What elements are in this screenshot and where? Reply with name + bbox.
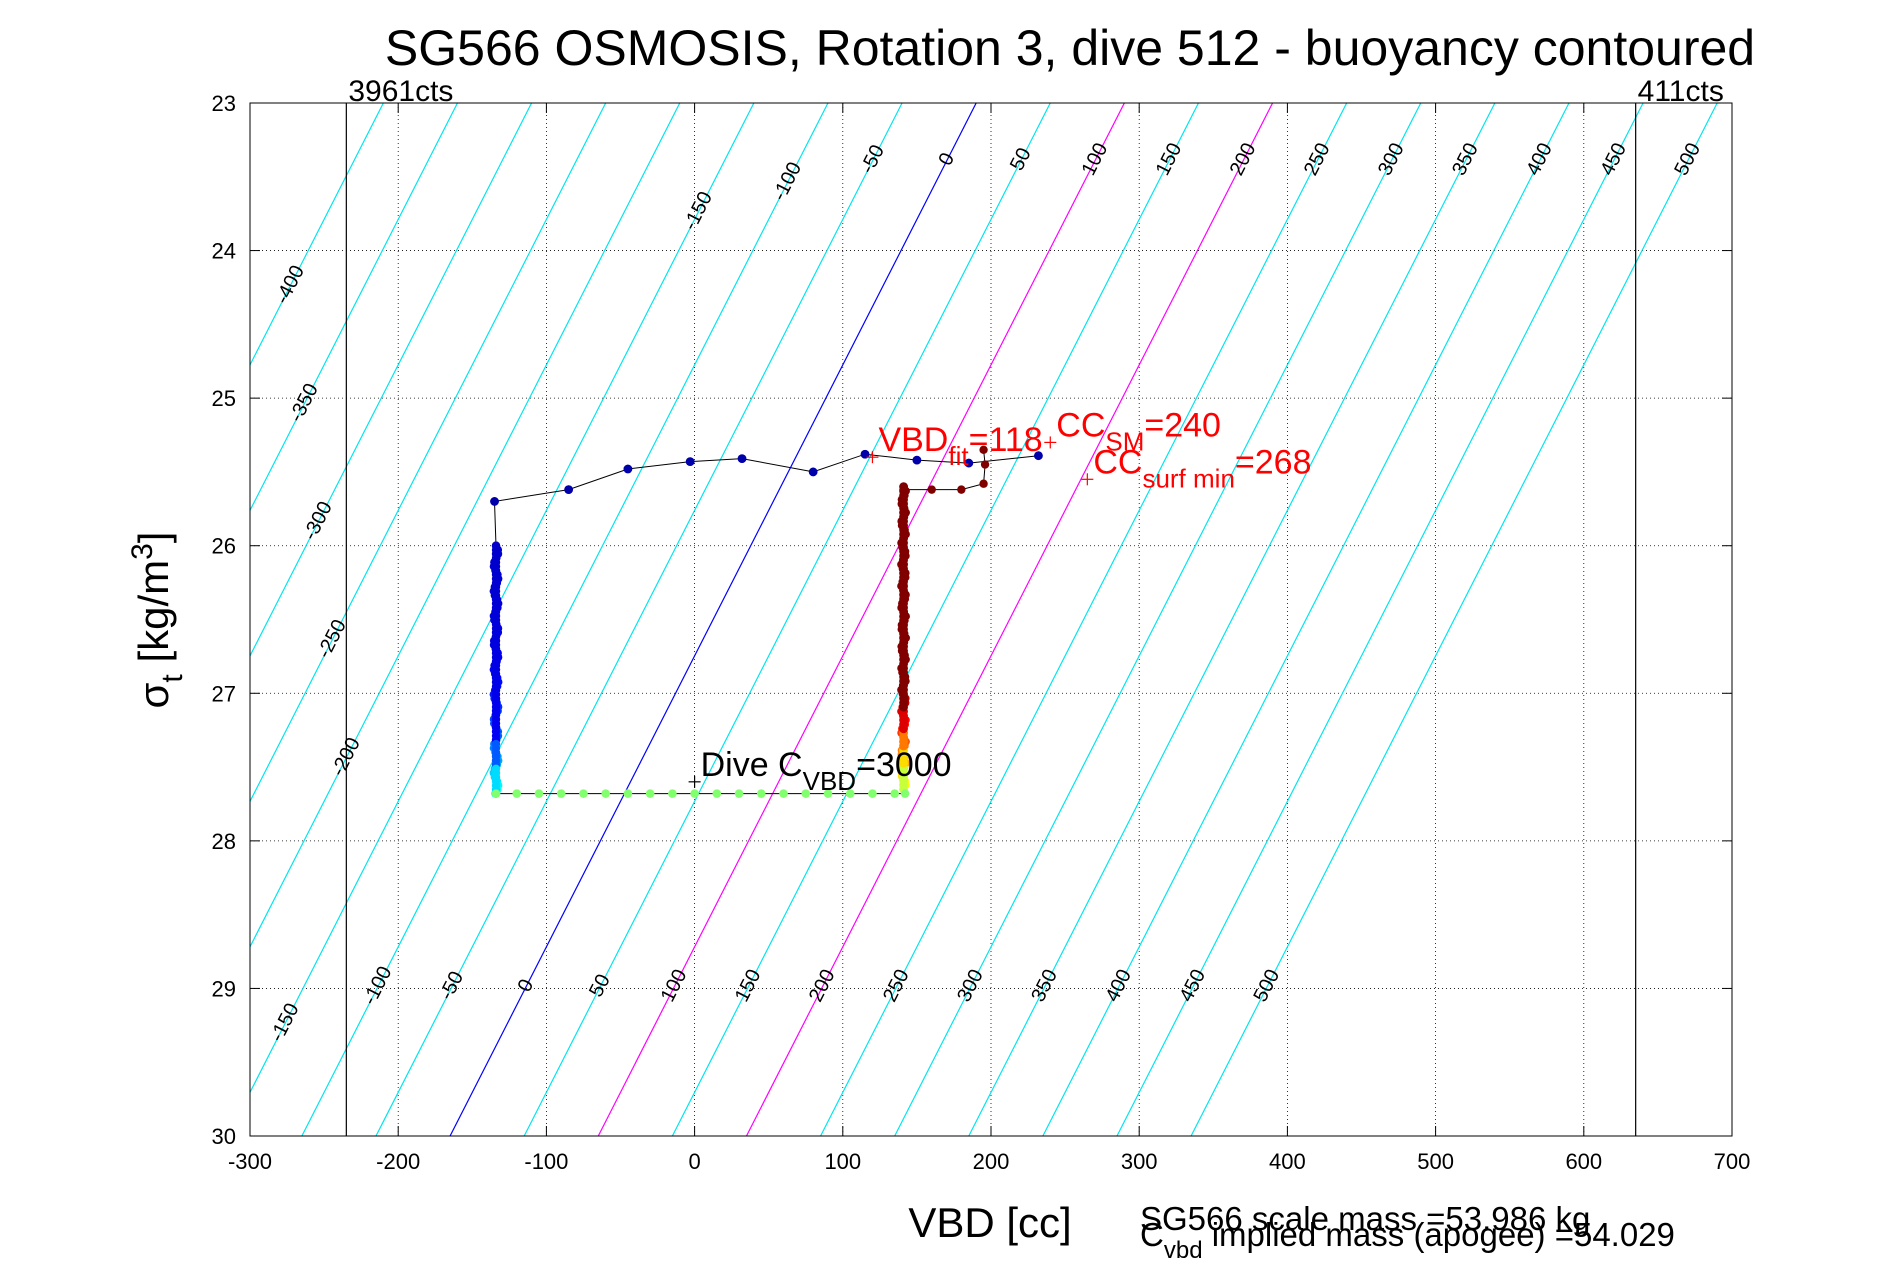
x-tick-label: 500 <box>1417 1149 1454 1174</box>
x-axis-label: VBD [cc] <box>908 1199 1071 1246</box>
dive-point <box>927 485 936 494</box>
dive-point <box>957 485 966 494</box>
implied-mass-c: C <box>1140 1216 1164 1253</box>
contour-line <box>523 103 1051 1136</box>
dive-point <box>979 445 988 454</box>
y-label-sigma: σ <box>130 682 177 708</box>
contour-line <box>894 103 1422 1136</box>
contour-line <box>597 103 1125 1136</box>
x-tick-label: 0 <box>688 1149 700 1174</box>
bottom-point <box>690 789 699 798</box>
surface-point <box>808 467 818 477</box>
surface-point <box>912 455 922 465</box>
contour-line <box>250 103 533 658</box>
x-tick-label: 700 <box>1714 1149 1751 1174</box>
y-tick-label: 23 <box>212 91 236 116</box>
contour-line <box>250 103 384 367</box>
bottom-point <box>823 789 833 798</box>
surface-point <box>737 454 747 464</box>
bottom-point <box>801 789 810 798</box>
dive-series <box>489 445 1043 798</box>
surface-point <box>860 449 870 459</box>
x-tick-label: -300 <box>228 1149 272 1174</box>
contour-line <box>449 103 977 1136</box>
bottom-point <box>557 789 566 798</box>
bottom-point <box>601 789 610 798</box>
surface-point <box>964 458 974 468</box>
contour-line <box>968 103 1496 1136</box>
chart-title: SG566 OSMOSIS, Rotation 3, dive 512 - bu… <box>385 20 1755 76</box>
y-tick-label: 29 <box>212 976 236 1001</box>
bottom-point <box>623 789 633 798</box>
y-tick-label: 28 <box>212 829 236 854</box>
x-tick-label: 600 <box>1565 1149 1602 1174</box>
bottom-point <box>846 789 855 798</box>
y-label-sub: t <box>156 674 189 683</box>
surface-point <box>1034 451 1043 461</box>
bottom-point <box>534 789 544 798</box>
y-label-units: [kg/m <box>130 560 177 674</box>
bottom-point <box>779 789 788 798</box>
y-tick-label: 25 <box>212 386 236 411</box>
contour-line <box>820 103 1348 1136</box>
axis-ticks: -300 -200 -100 0 100 200 300 400 500 600 700 23 24 25… <box>212 91 1751 1174</box>
bottom-point <box>900 789 910 798</box>
dive-point <box>980 460 990 469</box>
scale-mass-text: SG566 scale mass =53.986 kg <box>1140 1200 1590 1237</box>
contour-line <box>1116 103 1644 1136</box>
y-axis-label: σt [kg/m3] <box>126 532 189 709</box>
implied-mass-rest: implied mass (apogee) =54.029 <box>1203 1216 1675 1253</box>
dive-point <box>979 479 988 488</box>
surface-point <box>623 464 633 474</box>
implied-mass-sub: vbd <box>1164 1237 1203 1262</box>
bottom-point <box>645 789 655 798</box>
annotation-dive_cvbd: Dive CVBD=3000 <box>701 746 952 796</box>
y-label-close: ] <box>130 532 177 544</box>
y-tick-label: 27 <box>212 681 236 706</box>
contour-line <box>250 103 681 949</box>
x-tick-label: 400 <box>1269 1149 1306 1174</box>
contour-line <box>1042 103 1570 1136</box>
bottom-point <box>712 789 722 798</box>
y-label-sup: 3 <box>126 543 159 560</box>
contour-line <box>671 103 1200 1136</box>
annotation-cc_surf: CCsurf min=268 <box>1093 443 1311 493</box>
contour-line <box>250 103 459 512</box>
grid <box>250 103 1732 1136</box>
contour-line <box>1190 103 1718 1136</box>
ascent-point <box>899 482 908 492</box>
annotation-vbd_fit: VBDfit=118 <box>878 421 1042 471</box>
bottom-point <box>491 789 501 798</box>
bottom-point <box>734 789 744 798</box>
bottom-point <box>512 789 521 798</box>
contour-line <box>745 103 1274 1136</box>
surface-point <box>490 497 499 506</box>
x-tick-label: 200 <box>973 1149 1010 1174</box>
x-tick-label: 300 <box>1121 1149 1158 1174</box>
contour-line <box>301 103 829 1136</box>
x-tick-label: -200 <box>376 1149 420 1174</box>
x-tick-label: -100 <box>524 1149 568 1174</box>
bottom-point <box>868 789 877 798</box>
bottom-point <box>757 789 766 798</box>
bottom-point <box>668 789 677 798</box>
contour-line <box>375 103 903 1136</box>
surface-point <box>564 485 574 495</box>
surface-point <box>685 457 695 466</box>
bottom-point <box>579 789 588 798</box>
x-tick-label: 100 <box>824 1149 861 1174</box>
bottom-point <box>890 789 899 798</box>
buoyancy-contours <box>250 103 1718 1136</box>
annotation-cc_sm: CCSM=240 <box>1056 406 1221 456</box>
contour-line <box>250 103 607 803</box>
y-tick-label: 24 <box>212 239 236 264</box>
implied-mass-text: Cvbd implied mass (apogee) =54.029 <box>1140 1216 1675 1262</box>
y-tick-label: 30 <box>212 1124 236 1149</box>
svg-text:σt [kg/m3]: σt [kg/m3] <box>126 532 189 709</box>
y-tick-label: 26 <box>212 534 236 559</box>
